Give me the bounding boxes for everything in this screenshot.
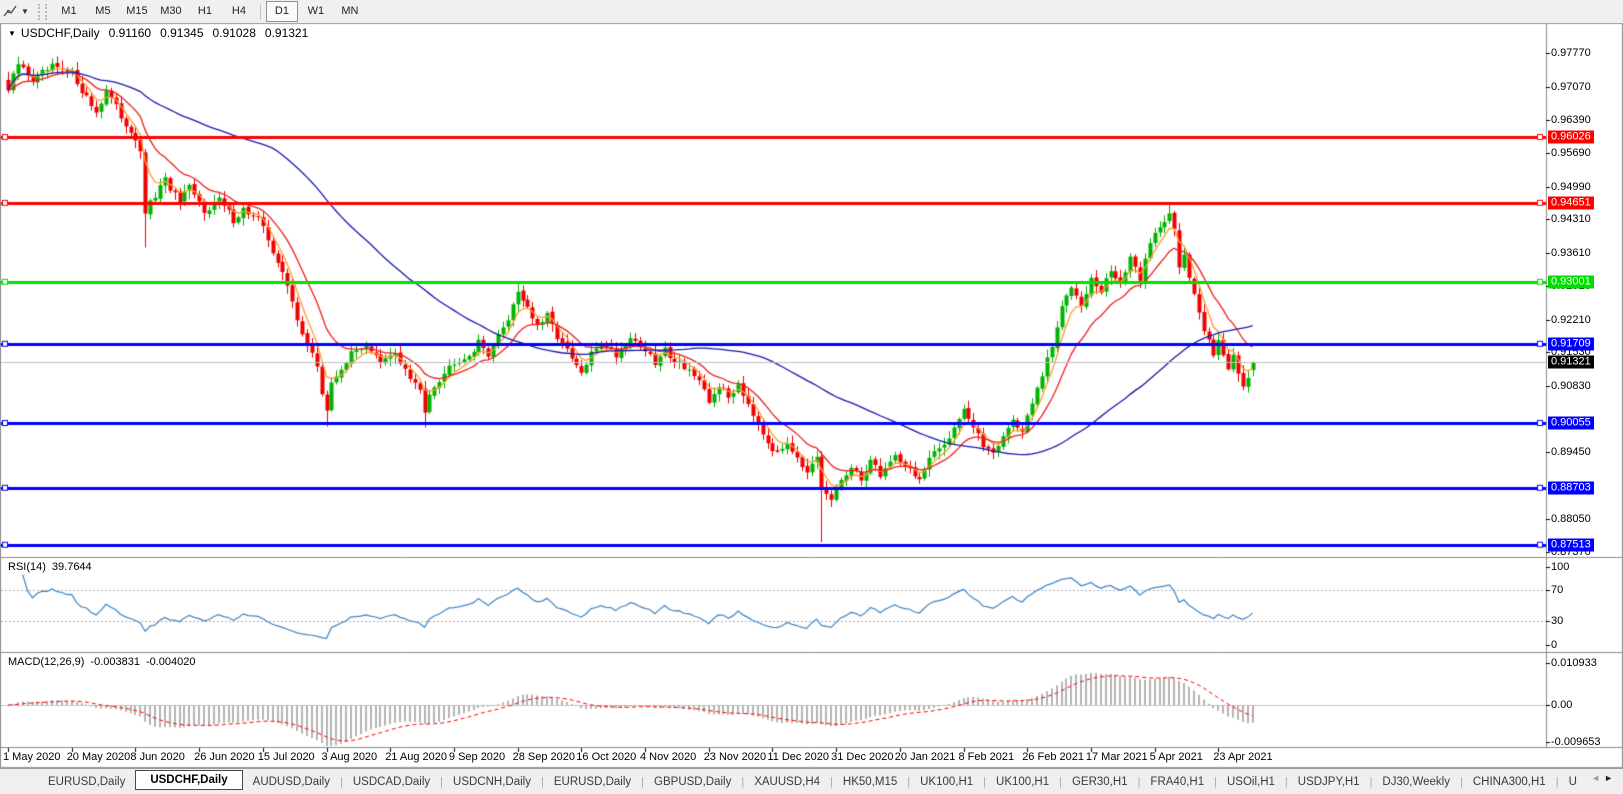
line-studies-button[interactable]: ▼: [0, 4, 33, 19]
chart-tab-dj30-weekly[interactable]: DJ30,Weekly: [1382, 775, 1450, 788]
line-studies-icon: [3, 5, 17, 17]
timeframe-button-w1[interactable]: W1: [307, 5, 325, 17]
toolbar-grip[interactable]: [37, 3, 47, 20]
timeframe-button-m30[interactable]: M30: [160, 5, 182, 17]
tab-separator: |: [983, 775, 987, 788]
timeframe-button-h4[interactable]: H4: [231, 5, 246, 17]
toolbar: ▼ M1 M5 M15 M30 H1 H4 D1 W1 MN: [0, 0, 1623, 24]
tab-separator: |: [741, 775, 745, 788]
tab-separator: |: [830, 775, 833, 788]
chart-tab-fra40-h1[interactable]: FRA40,H1: [1150, 775, 1205, 788]
chart-tab-usdcad-daily[interactable]: USDCAD,Daily: [352, 775, 431, 788]
chart-tab-xauusd-h4[interactable]: XAUUSD,H4: [754, 775, 821, 788]
chart-tab-uk100-h1[interactable]: UK100,H1: [996, 775, 1050, 788]
tab-separator: |: [1369, 775, 1373, 788]
tab-separator: |: [540, 775, 544, 788]
tab-scroll-right-icon[interactable]: ►: [1604, 773, 1617, 783]
timeframe-button-m1[interactable]: M1: [61, 5, 77, 17]
tab-separator: |: [641, 775, 645, 788]
tab-separator: |: [1284, 775, 1288, 788]
tab-scroll-arrows: ◄►: [1591, 773, 1617, 783]
chart-tab-uk100-h1[interactable]: UK100,H1: [920, 775, 974, 788]
chart-tab-bar: EURUSD,Daily USDCHF,Daily AUDUSD,Daily | USD…: [0, 768, 1623, 794]
chart-tab-eurusd-daily[interactable]: EURUSD,Daily: [48, 775, 126, 788]
chart-tab-usoil-h1[interactable]: USOil,H1: [1226, 775, 1275, 788]
tab-scroll-left-icon[interactable]: ◄: [1591, 773, 1605, 783]
toolbar-separator: [259, 3, 261, 20]
timeframe-buttons: M1 M5 M15 M30 H1 H4 D1 W1 MN: [52, 1, 367, 22]
chart-tab-ger30-h1[interactable]: GER30,H1: [1071, 775, 1128, 788]
timeframe-button-d1[interactable]: D1: [265, 1, 298, 22]
chart-tab-u[interactable]: U: [1568, 775, 1577, 788]
chart-tab-usdchf-daily[interactable]: USDCHF,Daily: [135, 770, 243, 790]
chart-tab-usdcnh-daily[interactable]: USDCNH,Daily: [453, 775, 531, 788]
tab-separator: |: [339, 775, 343, 788]
tab-separator: |: [1059, 775, 1062, 788]
timeframe-button-m15[interactable]: M15: [126, 5, 148, 17]
tab-separator: |: [1555, 775, 1559, 788]
chart-tab-hk50-m15[interactable]: HK50,M15: [842, 775, 898, 788]
tab-separator: |: [440, 775, 444, 788]
tab-separator: |: [1137, 775, 1141, 788]
chart-tab-eurusd-daily[interactable]: EURUSD,Daily: [553, 775, 632, 788]
chart-tab-china300-h1[interactable]: CHINA300,H1: [1472, 775, 1546, 788]
tab-separator: |: [1459, 775, 1463, 788]
chart-tab-audusd-daily[interactable]: AUDUSD,Daily: [252, 775, 330, 788]
chart-tab-gbpusd-daily[interactable]: GBPUSD,Daily: [654, 775, 732, 788]
timeframe-button-h1[interactable]: H1: [197, 5, 212, 17]
timeframe-button-mn[interactable]: MN: [341, 5, 359, 17]
dropdown-caret-icon[interactable]: ▼: [21, 7, 29, 16]
timeframe-button-m5[interactable]: M5: [95, 5, 111, 17]
tab-separator: |: [907, 775, 911, 788]
tab-separator: |: [1214, 775, 1217, 788]
chart-tab-usdjpy-h1[interactable]: USDJPY,H1: [1297, 775, 1360, 788]
